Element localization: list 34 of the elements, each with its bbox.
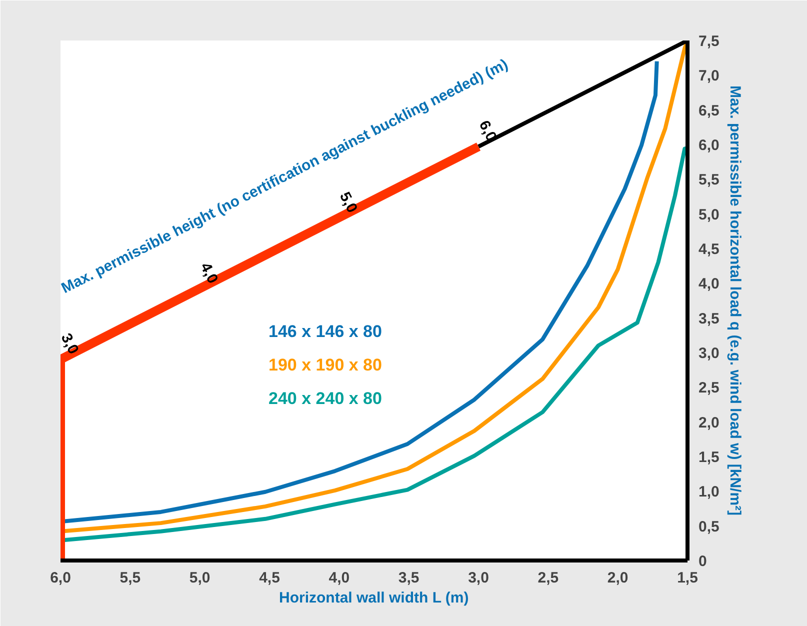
x-tick-label: 3,0: [468, 570, 489, 586]
y-tick-label: 5,0: [698, 206, 720, 224]
y-tick-label: 1,0: [698, 484, 720, 501]
y-tick-label: 3,5: [698, 310, 720, 328]
text: 240 x 240 x 80: [268, 388, 382, 408]
y-tick-label: 1,5: [698, 449, 720, 466]
y-tick-label: 3,0: [698, 345, 720, 362]
y-tick-label: 0: [698, 553, 707, 570]
y-tick-label: 7,0: [698, 68, 720, 85]
text: 190 x 190 x 80: [268, 355, 382, 374]
x-tick-label: 6,0: [50, 570, 71, 586]
annotation: 3,0: [57, 330, 82, 358]
x-tick-label: 4,5: [259, 570, 280, 586]
y-tick-label: 4,0: [698, 276, 720, 293]
annotation: 5,0: [336, 189, 361, 216]
y-tick-label: 2,0: [698, 414, 720, 432]
y-tick-label: 6,5: [698, 102, 720, 120]
annotation: 4,0: [196, 260, 222, 286]
x-tick-label: 1,5: [677, 570, 698, 586]
y-tick-label: 6,0: [698, 137, 720, 154]
y-tick-label: 7,5: [698, 33, 720, 50]
x-tick-label: 5,5: [120, 570, 141, 586]
x-tick-label: 5,0: [189, 570, 210, 586]
y-tick-label: 4,5: [698, 241, 720, 258]
text: 146 x 146 x 80: [268, 322, 382, 342]
y-tick-label: 5,5: [698, 172, 720, 189]
y-tick-label: 2,5: [698, 380, 720, 397]
x-tick-label: 3,5: [398, 570, 420, 586]
y-axis-title: Max. permissible horizontal load q (e.g. wind load w) [kN/m²]: [726, 85, 744, 516]
x-axis-title: Horizontal wall width L (m): [279, 590, 469, 606]
y-tick-label: 0,5: [698, 518, 720, 536]
x-tick-label: 4,0: [328, 570, 350, 586]
x-tick-label: 2,0: [607, 570, 628, 586]
x-tick-label: 2,5: [538, 570, 559, 586]
